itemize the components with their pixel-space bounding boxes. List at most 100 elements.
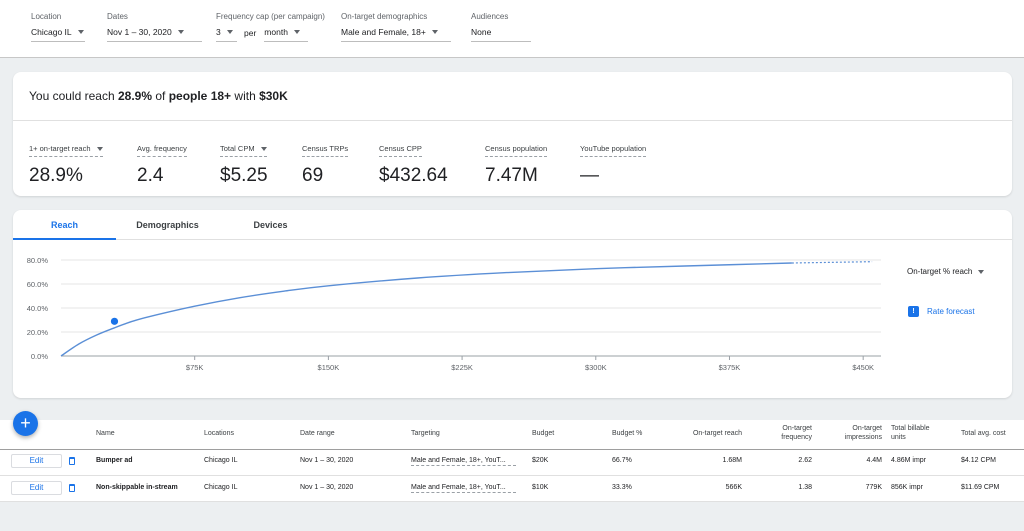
tab-devices[interactable]: Devices [253, 220, 288, 230]
demographics-value: Male and Female, 18+ [341, 27, 426, 37]
current-budget-point [110, 317, 119, 325]
x-tick-label: $375K [719, 363, 741, 372]
edit-button[interactable]: Edit [11, 454, 62, 468]
metric-census-trps: Census TRPs 69 [302, 138, 349, 187]
row-billable: 856K impr [891, 484, 923, 491]
chevron-down-icon [226, 30, 233, 34]
chart-metric-value: On-target % reach [907, 267, 973, 276]
y-tick-label: 40.0% [27, 304, 49, 313]
audiences-filter[interactable]: Audiences None [471, 12, 531, 42]
row-targeting[interactable]: Male and Female, 18+, YouT... [411, 457, 516, 466]
chevron-down-icon [177, 30, 184, 34]
add-line-item-button[interactable]: + [13, 411, 38, 436]
row-budget-pct: 33.3% [612, 484, 632, 491]
chevron-down-icon [260, 146, 267, 151]
edit-button[interactable]: Edit [11, 481, 62, 495]
tab-demographics[interactable]: Demographics [136, 220, 199, 230]
frequency-filter: Frequency cap (per campaign) 3 per month [216, 12, 325, 42]
delete-icon[interactable] [69, 457, 75, 465]
x-tick-label: $150K [318, 363, 340, 372]
y-tick-label: 80.0% [27, 256, 49, 265]
column-header-on-target-frequency[interactable]: On-target frequency [781, 425, 812, 441]
dates-select[interactable]: Nov 1 – 30, 2020 [107, 27, 202, 42]
row-impressions: 779K [865, 484, 882, 491]
frequency-count-select[interactable]: 3 [216, 27, 237, 42]
metric-label[interactable]: 1+ on-target reach [29, 144, 103, 157]
headline-with: with [231, 89, 260, 103]
column-header-on-target-reach[interactable]: On-target reach [692, 430, 742, 437]
frequency-period: month [264, 27, 288, 37]
audiences-value: None [471, 27, 492, 37]
metric-label: Census population [485, 144, 548, 157]
row-name: Bumper ad [96, 457, 133, 464]
row-frequency: 2.62 [798, 457, 812, 464]
summary-divider [13, 120, 1012, 121]
rate-forecast-link[interactable]: ! Rate forecast [908, 306, 975, 317]
column-header-budget-pct[interactable]: Budget % [612, 430, 643, 437]
x-tick-label: $225K [451, 363, 473, 372]
delete-icon[interactable] [69, 484, 75, 492]
location-filter[interactable]: Location Chicago IL [31, 12, 85, 42]
row-frequency: 1.38 [798, 484, 812, 491]
metric-youtube-population: YouTube population — [580, 138, 647, 187]
audiences-label: Audiences [471, 12, 509, 21]
chart-metric-select[interactable]: On-target % reach [907, 267, 985, 276]
dates-filter[interactable]: Dates Nov 1 – 30, 2020 [107, 12, 202, 42]
demographics-filter[interactable]: On-target demographics Male and Female, … [341, 12, 451, 42]
y-tick-label: 20.0% [27, 328, 49, 337]
metric-label: YouTube population [580, 144, 647, 157]
row-billable: 4.86M impr [891, 457, 927, 464]
row-targeting[interactable]: Male and Female, 18+, YouT... [411, 484, 516, 493]
metric-label: Avg. frequency [137, 144, 187, 157]
row-name: Non-skippable in-stream [96, 484, 178, 491]
x-tick-label: $450K [852, 363, 874, 372]
chevron-down-icon [77, 30, 84, 34]
metric-value: — [580, 165, 599, 186]
row-location: Chicago IL [204, 457, 238, 464]
per-label: per [244, 27, 257, 38]
line-items-table: Name Locations Date range Targeting Budg… [0, 420, 1024, 502]
x-tick-label: $300K [585, 363, 607, 372]
reach-curve-chart: 0.0% 20.0% 40.0% 60.0% 80.0% $75K $150K $225K $3… [27, 256, 881, 372]
row-location: Chicago IL [204, 484, 238, 491]
y-tick-label: 0.0% [31, 352, 48, 361]
tab-reach[interactable]: Reach [50, 220, 78, 230]
filter-bar: Location Chicago IL Dates Nov 1 – 30, 20… [0, 0, 1024, 58]
active-tab-indicator [13, 238, 116, 240]
metric-total-cpm[interactable]: Total CPM $5.25 [220, 138, 268, 187]
column-header-total-billable-units[interactable]: Total billable units [891, 425, 930, 441]
reach-summary-card: You could reach 28.9% of people 18+ with… [13, 72, 1012, 196]
rate-forecast-label: Rate forecast [927, 307, 975, 316]
column-header-targeting[interactable]: Targeting [411, 430, 440, 437]
row-dates: Nov 1 – 30, 2020 [300, 457, 354, 464]
column-header-budget[interactable]: Budget [532, 430, 555, 437]
headline-budget: $30K [259, 89, 288, 103]
row-cost: $11.69 CPM [961, 484, 1000, 491]
y-tick-label: 60.0% [27, 280, 49, 289]
metric-label: Census CPP [379, 144, 422, 157]
metric-value: 69 [302, 165, 324, 186]
frequency-count: 3 [216, 27, 221, 37]
metric-value: 2.4 [137, 165, 164, 186]
headline-prefix: You could reach [29, 89, 118, 103]
column-header-locations[interactable]: Locations [204, 430, 234, 437]
reach-headline: You could reach 28.9% of people 18+ with… [29, 89, 288, 103]
column-header-on-target-impressions[interactable]: On-target impressions [844, 425, 882, 441]
dates-value: Nov 1 – 30, 2020 [107, 27, 172, 37]
dates-label: Dates [107, 12, 128, 21]
metric-census-population: Census population 7.47M [485, 138, 548, 187]
x-tick-label: $75K [186, 363, 204, 372]
headline-audience: people 18+ [168, 89, 232, 103]
column-header-name[interactable]: Name [96, 430, 115, 437]
column-header-total-avg-cost[interactable]: Total avg. cost [961, 430, 1006, 437]
audiences-select[interactable]: None [471, 27, 531, 42]
column-header-date-range[interactable]: Date range [300, 430, 335, 437]
row-budget-pct: 66.7% [612, 457, 632, 464]
metric-on-target-reach[interactable]: 1+ on-target reach 28.9% [29, 138, 103, 187]
location-select[interactable]: Chicago IL [31, 27, 85, 42]
demographics-select[interactable]: Male and Female, 18+ [341, 27, 451, 42]
frequency-period-select[interactable]: month [264, 27, 309, 42]
chevron-down-icon [293, 30, 300, 34]
metric-label[interactable]: Total CPM [220, 144, 267, 157]
metric-value: 28.9% [29, 165, 83, 186]
